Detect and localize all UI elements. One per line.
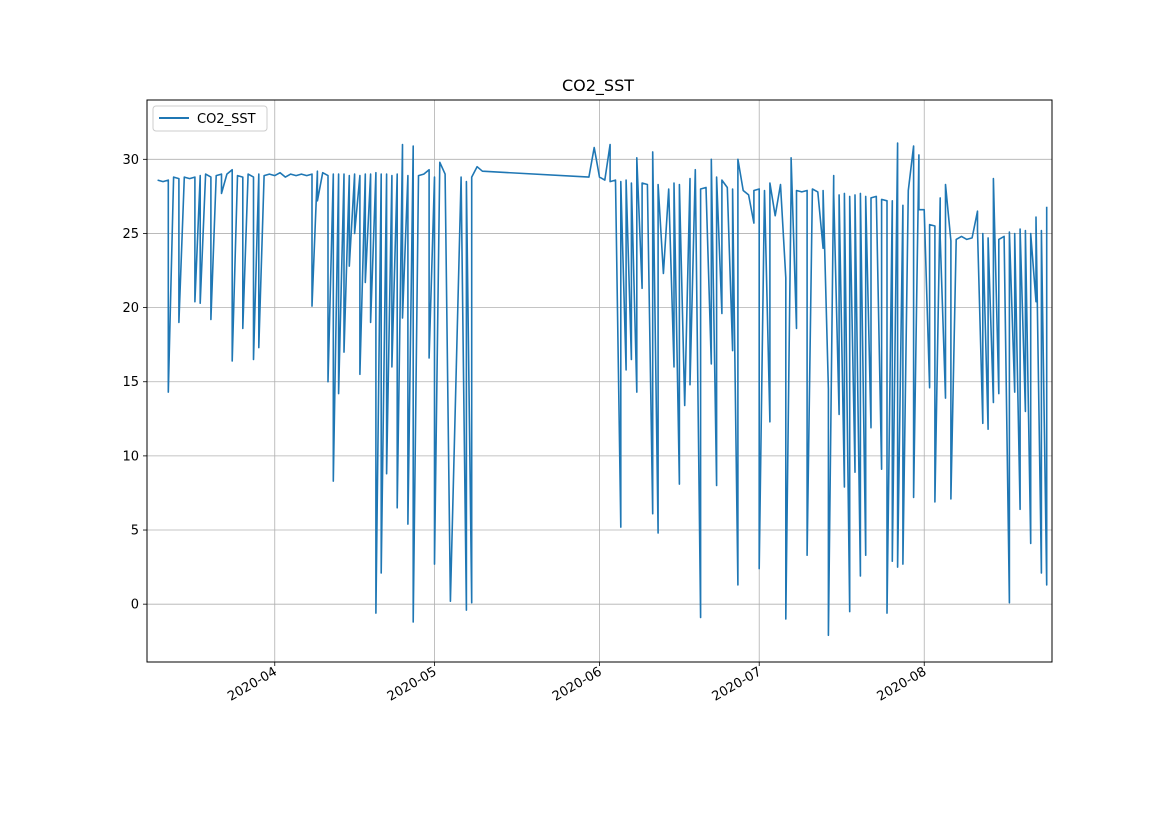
series-line — [157, 142, 1048, 637]
y-tick-label: 0 — [131, 598, 139, 613]
legend: CO2_SST — [152, 105, 268, 132]
y-tick-label: 30 — [122, 153, 139, 168]
y-tick-label: 20 — [122, 301, 139, 316]
y-tick-label: 15 — [122, 375, 139, 390]
legend-box — [152, 105, 268, 132]
legend-label: CO2_SST — [197, 112, 256, 127]
series-layer — [157, 142, 1048, 637]
y-tick-label: 25 — [122, 227, 139, 242]
y-tick-label: 5 — [131, 524, 139, 539]
chart-title: CO2_SST — [562, 76, 634, 96]
y-tick-label: 10 — [122, 449, 139, 464]
